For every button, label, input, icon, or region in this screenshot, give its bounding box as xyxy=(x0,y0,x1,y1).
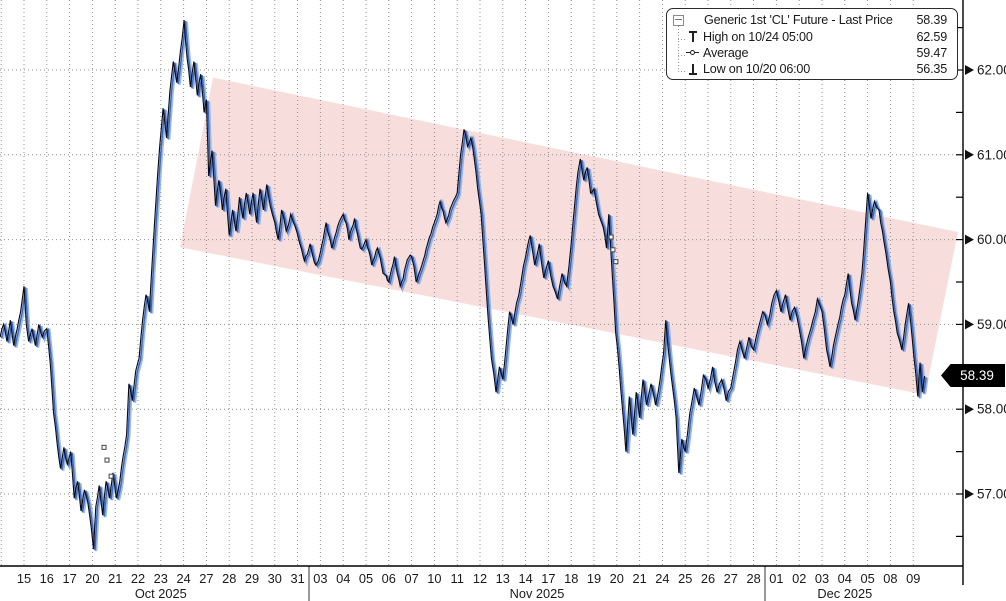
event-marker-icon xyxy=(101,444,107,450)
x-day-label: 28 xyxy=(222,571,236,586)
x-day-label: 10 xyxy=(427,571,441,586)
last-price-badge: 58.39 xyxy=(941,364,1005,387)
low-marker-icon xyxy=(686,63,699,76)
y-tick-label: 60.00 xyxy=(977,232,1006,247)
x-day-label: 05 xyxy=(860,571,874,586)
y-tick-label: 57.00 xyxy=(977,487,1006,502)
month-label: Nov 2025 xyxy=(510,586,565,601)
month-label: Oct 2025 xyxy=(135,586,187,601)
legend-value: 59.47 xyxy=(916,45,947,60)
x-day-label: 18 xyxy=(564,571,578,586)
x-day-label: 20 xyxy=(85,571,99,586)
legend-row-high[interactable]: High on 10/24 05:00 62.59 xyxy=(673,28,949,44)
x-day-label: 24 xyxy=(655,571,669,586)
event-marker-icon xyxy=(104,457,110,463)
y-tick-arrow-icon xyxy=(965,65,974,75)
tree-expander-icon[interactable] xyxy=(673,14,684,26)
y-tick-arrow-icon xyxy=(965,319,974,330)
x-day-label: 04 xyxy=(838,571,852,586)
x-day-label: 05 xyxy=(359,571,373,586)
legend-tree-stub xyxy=(678,71,685,72)
legend-value: 58.39 xyxy=(916,13,947,28)
y-tick-label: 58.00 xyxy=(977,402,1006,417)
x-day-label: 21 xyxy=(632,571,646,586)
x-day-label: 09 xyxy=(906,571,920,586)
x-day-label: 04 xyxy=(336,571,350,586)
x-day-label: 11 xyxy=(451,571,464,586)
price-line xyxy=(0,19,926,550)
legend-label: High on 10/24 05:00 xyxy=(703,29,813,44)
x-day-label: 31 xyxy=(290,571,304,586)
legend-label: Generic 1st 'CL' Future - Last Price xyxy=(704,13,893,28)
legend-tree-rail xyxy=(678,23,679,71)
legend-row-average[interactable]: Average 59.47 xyxy=(673,45,949,61)
legend-label: Average xyxy=(703,45,749,60)
x-day-label: 24 xyxy=(176,571,190,586)
x-day-label: 06 xyxy=(382,571,396,586)
legend-row-last-price[interactable]: Generic 1st 'CL' Future - Last Price 58.… xyxy=(673,12,949,28)
x-day-label: 12 xyxy=(473,571,487,586)
legend-value: 62.59 xyxy=(916,29,947,44)
x-day-label: 13 xyxy=(496,571,510,586)
x-day-label: 20 xyxy=(610,571,624,586)
x-day-label: 25 xyxy=(678,571,692,586)
legend-box: Generic 1st 'CL' Future - Last Price 58.… xyxy=(666,8,958,80)
legend-value: 56.35 xyxy=(916,62,947,77)
x-day-label: 03 xyxy=(313,571,327,586)
y-tick-label: 62.00 xyxy=(977,63,1006,78)
y-tick-arrow-icon xyxy=(965,489,974,499)
x-day-label: 16 xyxy=(40,571,54,586)
y-tick-arrow-icon xyxy=(965,234,974,245)
event-marker-icon xyxy=(613,259,619,265)
y-tick-arrow-icon xyxy=(965,149,974,160)
month-label: Dec 2025 xyxy=(817,586,872,601)
average-marker-icon xyxy=(686,46,699,59)
legend-label: Low on 10/20 06:00 xyxy=(703,62,811,77)
y-tick-arrow-icon xyxy=(965,404,974,415)
x-day-label: 02 xyxy=(792,571,806,586)
y-tick-label: 61.00 xyxy=(977,147,1006,162)
y-tick-label: 59.00 xyxy=(977,317,1006,332)
x-day-label: 27 xyxy=(199,571,213,586)
x-day-label: 28 xyxy=(746,571,760,586)
x-day-label: 21 xyxy=(108,571,122,586)
x-day-label: 07 xyxy=(404,571,418,586)
x-day-label: 22 xyxy=(131,571,145,586)
x-day-label: 27 xyxy=(724,571,738,586)
event-marker-icon xyxy=(610,247,616,253)
x-day-label: 30 xyxy=(268,571,282,586)
x-day-label: 08 xyxy=(883,571,897,586)
x-day-label: 15 xyxy=(17,571,31,586)
x-day-label: 29 xyxy=(245,571,259,586)
high-marker-icon xyxy=(686,30,699,43)
event-marker-icon xyxy=(608,234,614,240)
x-day-label: 01 xyxy=(769,571,783,586)
legend-tree-stub xyxy=(678,55,685,56)
x-day-label: 19 xyxy=(587,571,601,586)
x-day-label: 17 xyxy=(541,571,555,586)
x-day-label: 14 xyxy=(518,571,532,586)
x-day-label: 03 xyxy=(815,571,829,586)
x-day-label: 17 xyxy=(62,571,76,586)
trend-channel xyxy=(180,77,958,395)
legend-row-low[interactable]: Low on 10/20 06:00 56.35 xyxy=(673,61,949,77)
x-day-label: 26 xyxy=(701,571,715,586)
event-marker-icon xyxy=(108,473,114,479)
legend-tree-stub xyxy=(678,39,685,40)
x-day-label: 23 xyxy=(154,571,168,586)
